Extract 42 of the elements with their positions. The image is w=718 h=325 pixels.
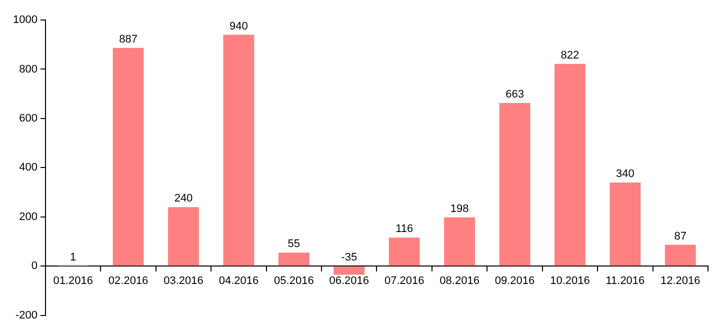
data-label: 87 xyxy=(674,230,687,242)
x-tick-label: 04.2016 xyxy=(218,274,259,287)
x-tick-label: 07.2016 xyxy=(384,274,424,287)
x-tick-label: 01.2016 xyxy=(53,274,93,287)
data-label: 940 xyxy=(230,20,248,32)
bar xyxy=(168,207,199,266)
bar xyxy=(334,266,365,275)
data-label: 1 xyxy=(70,251,76,264)
x-tick-label: 02.2016 xyxy=(108,274,148,287)
bar xyxy=(278,252,310,266)
y-tick-label: 800 xyxy=(19,63,38,76)
y-tick-label: 400 xyxy=(19,162,38,174)
data-label: 240 xyxy=(174,192,193,205)
x-tick-label: 09.2016 xyxy=(494,274,535,287)
bar xyxy=(664,244,696,266)
bar xyxy=(223,34,254,266)
data-label: 55 xyxy=(288,238,300,250)
x-tick-label: 03.2016 xyxy=(164,274,204,287)
x-tick-label: 05.2016 xyxy=(274,274,314,287)
data-label: 116 xyxy=(396,223,414,236)
x-tick-label: 10.2016 xyxy=(550,274,590,287)
data-label: -35 xyxy=(341,252,358,264)
y-tick-label: 1000 xyxy=(12,14,38,26)
y-tick-label: 0 xyxy=(31,260,38,272)
bar xyxy=(112,48,144,266)
x-tick-label: 11.2016 xyxy=(606,274,645,287)
bar xyxy=(554,64,586,266)
x-tick-label: 06.2016 xyxy=(329,274,370,287)
bar xyxy=(444,217,476,266)
y-tick-label: 200 xyxy=(19,210,38,223)
x-tick-label: 08.2016 xyxy=(440,274,480,287)
data-label: 822 xyxy=(560,49,580,62)
data-label: 887 xyxy=(119,33,138,46)
data-label: 340 xyxy=(616,168,634,180)
bar xyxy=(388,238,420,266)
data-label: 663 xyxy=(506,88,524,100)
bar xyxy=(499,102,530,266)
bar xyxy=(610,182,641,266)
y-tick-label: -200 xyxy=(15,309,38,322)
data-label: 198 xyxy=(450,202,469,215)
x-tick-label: 12.2016 xyxy=(660,274,700,287)
y-tick-label: 600 xyxy=(19,112,38,124)
